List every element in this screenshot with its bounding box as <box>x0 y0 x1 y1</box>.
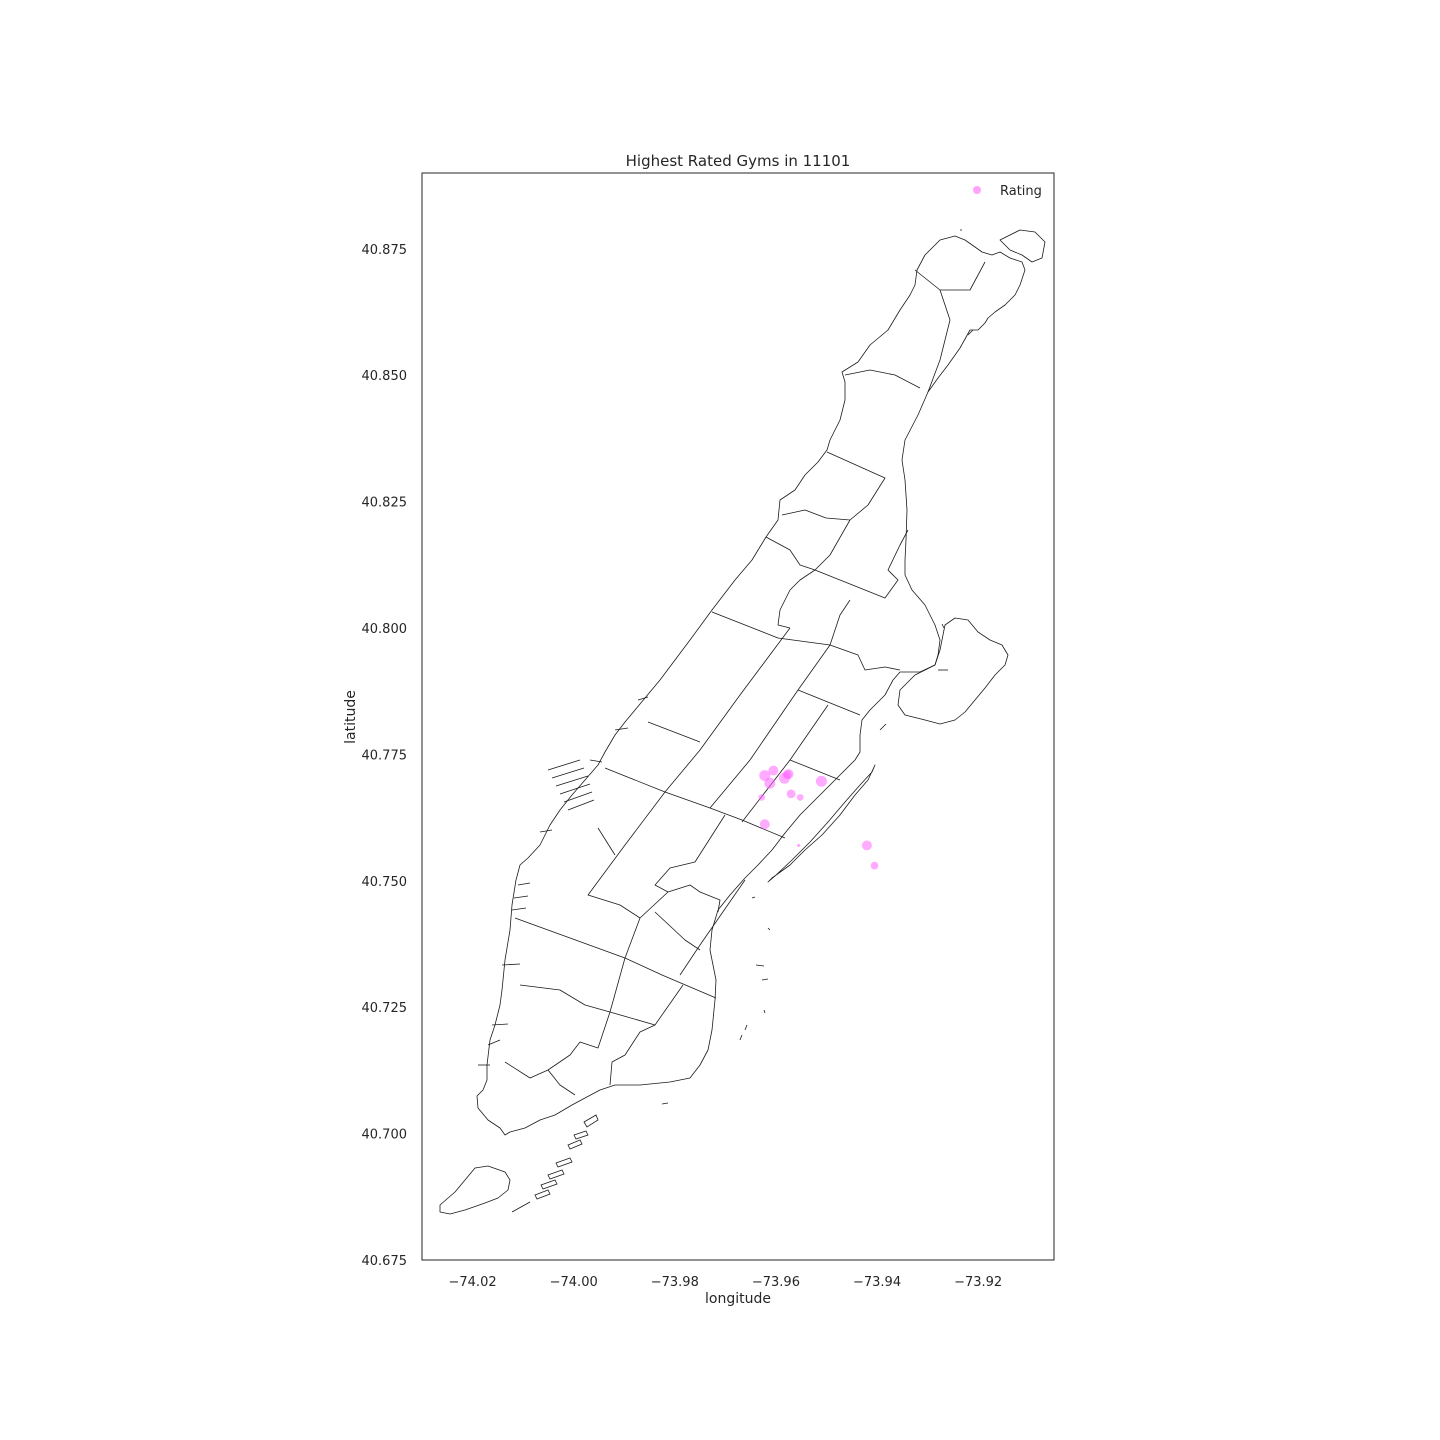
boundary-line <box>597 827 616 856</box>
x-tick-label: −73.94 <box>853 1275 901 1290</box>
y-tick-label: 40.825 <box>362 496 408 511</box>
legend-marker <box>973 186 981 194</box>
boundary-line <box>667 884 721 913</box>
chart-title: Highest Rated Gyms in 11101 <box>626 152 851 170</box>
y-tick-label: 40.800 <box>362 622 408 637</box>
y-tick-label: 40.675 <box>362 1254 408 1269</box>
boundary-line <box>547 1069 576 1096</box>
boundary-line <box>914 261 986 291</box>
legend: Rating <box>973 184 1042 199</box>
manhattan-boundaries <box>439 229 1046 1215</box>
piers <box>478 229 974 1213</box>
plot-frame <box>421 172 1055 1261</box>
manhattan-outline <box>476 235 1026 1136</box>
x-tick-label: −73.92 <box>954 1275 1002 1290</box>
gym-point <box>786 789 796 799</box>
boundary-line <box>814 519 851 571</box>
gym-point <box>861 840 872 851</box>
x-tick-label: −74.00 <box>550 1275 598 1290</box>
boundary-line <box>519 984 656 1026</box>
boundary-line <box>587 791 666 919</box>
boundary-line <box>844 369 921 389</box>
x-axis-ticks: −74.02 −74.00 −73.98 −73.96 −73.94 −73.92 <box>449 1275 1003 1290</box>
gym-point <box>759 819 770 830</box>
y-axis-ticks: 40.675 40.700 40.725 40.750 40.775 40.800 40.8… <box>362 243 408 1269</box>
x-tick-label: −73.96 <box>752 1275 800 1290</box>
roosevelt-island-outline <box>767 764 876 883</box>
gym-point <box>815 775 827 787</box>
x-tick-label: −74.02 <box>449 1275 497 1290</box>
gym-point <box>758 794 766 801</box>
boundary-line <box>741 704 829 823</box>
y-tick-label: 40.775 <box>362 748 408 763</box>
boundary-line <box>654 911 701 951</box>
legend-label: Rating <box>1000 184 1042 199</box>
boundary-line <box>797 644 861 716</box>
boundary-line <box>504 1011 611 1079</box>
boundary-line <box>777 569 816 629</box>
boundary-line <box>664 627 791 793</box>
y-tick-label: 40.725 <box>362 1001 408 1016</box>
gym-point <box>870 861 879 870</box>
boundary-line <box>647 721 701 743</box>
governors-island-outline <box>439 1165 511 1215</box>
x-axis-title: longitude <box>705 1291 771 1307</box>
y-tick-label: 40.875 <box>362 243 408 258</box>
boundary-line <box>604 767 786 839</box>
boundary-line <box>829 599 851 646</box>
boundary-line <box>789 759 841 781</box>
boundary-line <box>679 879 746 976</box>
y-axis-title: latitude <box>343 690 359 744</box>
y-tick-label: 40.850 <box>362 369 408 384</box>
boundary-line <box>765 529 909 599</box>
boundary-line <box>514 917 717 999</box>
gym-point <box>764 777 776 789</box>
y-tick-label: 40.750 <box>362 875 408 890</box>
gym-point <box>768 765 779 776</box>
y-tick-label: 40.700 <box>362 1128 408 1143</box>
gym-point <box>796 794 804 801</box>
boundary-line <box>654 814 726 893</box>
boundary-line <box>711 611 901 671</box>
gym-point <box>797 843 801 848</box>
boundary-line <box>609 891 669 1013</box>
inwood-hill-outline <box>999 229 1046 263</box>
randalls-island-outline <box>897 617 1009 725</box>
boundary-line <box>487 1039 501 1046</box>
gym-point <box>782 770 792 780</box>
boundary-line <box>609 984 684 1086</box>
x-tick-label: −73.98 <box>651 1275 699 1290</box>
boundary-line <box>927 289 951 393</box>
boundary-line <box>709 689 799 809</box>
scatter-points <box>758 765 879 870</box>
